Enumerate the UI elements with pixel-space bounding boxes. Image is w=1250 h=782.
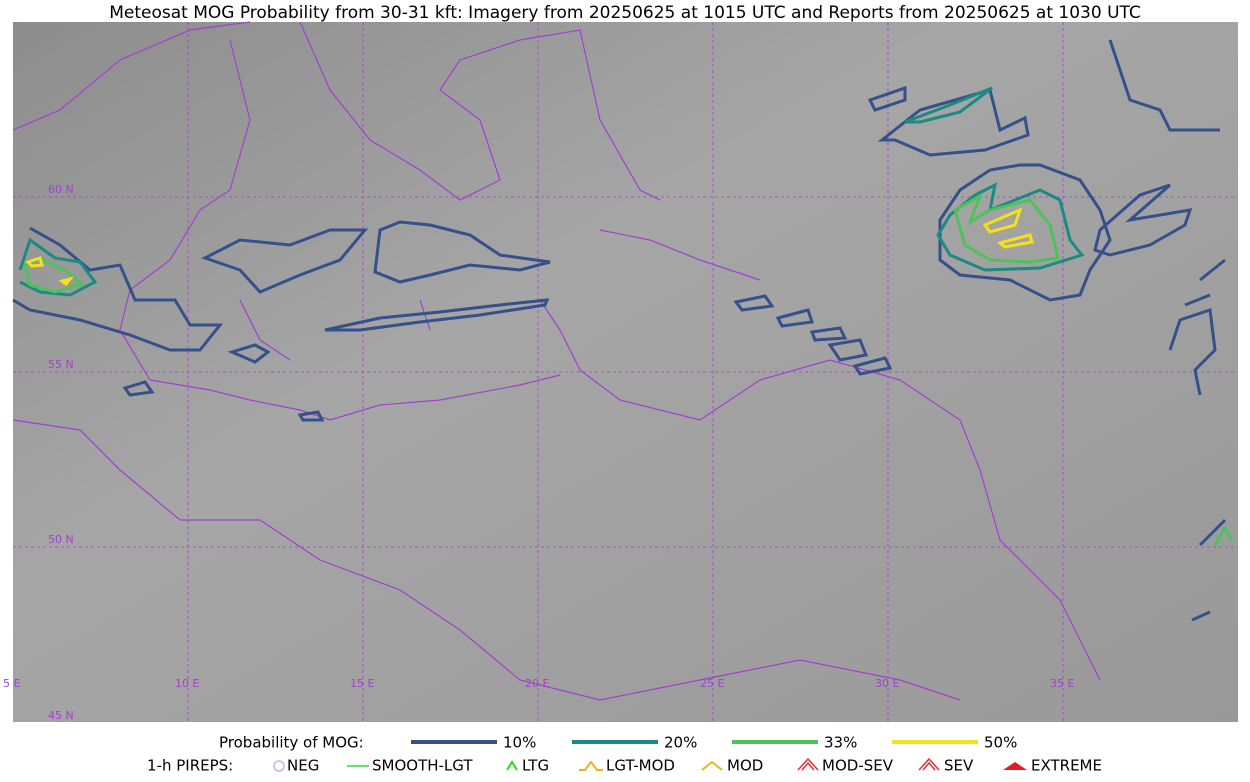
probability-legend: Probability of MOG: 10% 20% 33% 50% [219, 734, 1017, 752]
legend-label: MOD-SEV [822, 757, 894, 775]
latitude-label: 45 N [48, 709, 74, 722]
longitude-label: 20 E [525, 677, 549, 690]
legend-label: SMOOTH-LGT [372, 757, 473, 775]
legend-symbol [273, 760, 285, 772]
pirep-legend: 1-h PIREPS: NEG SMOOTH-LGT LTG LGT-MOD M… [147, 757, 1102, 775]
legend-label: 10% [503, 734, 536, 752]
legend-label: 50% [984, 734, 1017, 752]
legend-symbol [1003, 762, 1027, 770]
longitude-label: 35 E [1050, 677, 1074, 690]
coastlines [12, 21, 1101, 701]
legend-symbol [918, 757, 940, 771]
latitude-label: 50 N [48, 533, 74, 546]
longitude-label: 15 E [350, 677, 374, 690]
map: 60 N 55 N 50 N 45 N 5 E 10 E 15 E 20 E 2… [3, 21, 1238, 722]
legend-label: EXTREME [1031, 757, 1102, 775]
legend-title: Probability of MOG: [219, 734, 364, 752]
legend-label: 20% [664, 734, 697, 752]
legend-label: MOD [727, 757, 763, 775]
legend-label: 33% [824, 734, 857, 752]
legend-label: NEG [287, 757, 319, 775]
legend-symbol [797, 757, 819, 771]
latitude-labels: 60 N 55 N 50 N 45 N [48, 183, 74, 722]
latitude-label: 60 N [48, 183, 74, 196]
longitude-label: 10 E [175, 677, 199, 690]
legend-title: 1-h PIREPS: [147, 757, 233, 775]
legend-label: LTG [522, 757, 549, 775]
legend-label: SEV [944, 757, 974, 775]
legend-symbol [579, 760, 603, 771]
legend-symbol [506, 760, 518, 771]
longitude-label: 30 E [875, 677, 899, 690]
latitude-label: 55 N [48, 358, 74, 371]
legend-symbol [701, 760, 723, 771]
longitude-labels: 5 E 10 E 15 E 20 E 25 E 30 E 35 E [3, 677, 1074, 690]
mog-contours [12, 39, 1234, 622]
map-title: Meteosat MOG Probability from 30-31 kft:… [109, 3, 1141, 23]
longitude-label: 5 E [3, 677, 20, 690]
legend-label: LGT-MOD [606, 757, 675, 775]
longitude-label: 25 E [700, 677, 724, 690]
graticule [13, 22, 1238, 722]
